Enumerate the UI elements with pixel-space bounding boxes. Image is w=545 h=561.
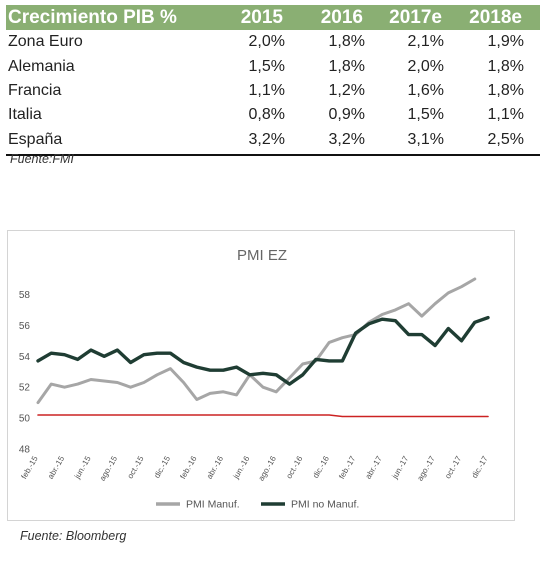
x-tick-label: abr.-15: [46, 454, 67, 481]
gdp-growth-table: Crecimiento PIB % 2015 2016 2017e 2018e …: [6, 5, 540, 156]
value-cell: 1,8%: [328, 33, 365, 51]
header-cell-title: Crecimiento PIB %: [8, 6, 177, 28]
series-lines: [36, 277, 490, 418]
value-cell: 0,8%: [248, 106, 285, 124]
x-tick-label: ago.-17: [415, 454, 437, 482]
x-tick-label: ago.-16: [257, 454, 279, 482]
table-header-row: Crecimiento PIB % 2015 2016 2017e 2018e: [6, 5, 540, 30]
legend-label: PMI no Manuf.: [291, 499, 359, 511]
x-tick-label: feb.-15: [19, 454, 40, 481]
value-cell: 1,5%: [407, 106, 444, 124]
y-tick-label: 52: [19, 383, 31, 394]
value-cell: 0,9%: [328, 106, 365, 124]
value-cell: 3,2%: [328, 130, 365, 148]
x-tick-label: feb.-17: [337, 454, 358, 481]
x-tick-label: oct.-17: [443, 454, 463, 480]
x-tick-label: oct.-16: [284, 454, 304, 480]
reference-line: [37, 414, 489, 418]
table-row: Alemania 1,5% 1,8% 2,0% 1,8%: [6, 54, 540, 78]
y-tick-label: 54: [19, 352, 31, 363]
table-row: España 3,2% 3,2% 3,1% 2,5%: [6, 128, 540, 152]
header-cell-2018e: 2018e: [469, 6, 522, 28]
x-tick-label: dic.-16: [311, 454, 331, 480]
pmi-chart: PMI EZ 48 50 52 54 56 58 feb.-15 abr.-15 jun.-1…: [7, 230, 515, 521]
country-cell: Zona Euro: [8, 33, 83, 51]
x-tick-label: jun.-17: [390, 454, 411, 481]
x-tick-label: jun.-16: [231, 454, 252, 481]
country-cell: Italia: [8, 106, 42, 124]
value-cell: 1,9%: [487, 33, 524, 51]
series-line-non-manuf: [36, 315, 490, 386]
x-tick-label: feb.-16: [178, 454, 199, 481]
value-cell: 1,2%: [328, 81, 365, 99]
y-tick-label: 56: [19, 321, 31, 332]
chart-legend: PMI Manuf. PMI no Manuf.: [156, 499, 359, 511]
x-tick-label: abr.-16: [205, 454, 226, 481]
value-cell: 2,5%: [487, 130, 524, 148]
x-tick-label: jun.-15: [72, 454, 93, 481]
y-axis: 48 50 52 54 56 58: [19, 290, 31, 456]
value-cell: 2,0%: [248, 33, 285, 51]
value-cell: 1,8%: [487, 81, 524, 99]
x-tick-label: abr.-17: [364, 454, 385, 481]
value-cell: 3,2%: [248, 130, 285, 148]
country-cell: España: [8, 130, 63, 148]
value-cell: 1,8%: [328, 57, 365, 75]
table-row: Francia 1,1% 1,2% 1,6% 1,8%: [6, 79, 540, 103]
x-axis: feb.-15 abr.-15 jun.-15 ago.-15 oct.-15 dic.-…: [19, 454, 490, 482]
table-source-note: Fuente:FMI: [10, 152, 74, 166]
y-tick-label: 58: [19, 290, 31, 301]
value-cell: 2,1%: [407, 33, 444, 51]
header-cell-2016: 2016: [320, 6, 363, 28]
chart-source-note: Fuente: Bloomberg: [20, 529, 127, 543]
country-cell: Francia: [8, 81, 62, 99]
table-row: Zona Euro 2,0% 1,8% 2,1% 1,9%: [6, 30, 540, 54]
legend-label: PMI Manuf.: [186, 499, 240, 511]
value-cell: 3,1%: [407, 130, 444, 148]
value-cell: 1,5%: [248, 57, 285, 75]
value-cell: 2,0%: [407, 57, 444, 75]
table-row: Italia 0,8% 0,9% 1,5% 1,1%: [6, 103, 540, 127]
value-cell: 1,1%: [248, 81, 285, 99]
y-tick-label: 50: [19, 414, 31, 425]
value-cell: 1,1%: [487, 106, 524, 124]
table-bottom-rule: [6, 153, 540, 156]
x-tick-label: dic.-15: [152, 454, 172, 480]
x-tick-label: oct.-15: [126, 454, 146, 480]
value-cell: 1,8%: [487, 57, 524, 75]
header-cell-2017e: 2017e: [389, 6, 442, 28]
x-tick-label: dic.-17: [470, 454, 490, 480]
x-tick-label: ago.-15: [98, 454, 120, 482]
chart-title: PMI EZ: [237, 247, 287, 264]
value-cell: 1,6%: [407, 81, 444, 99]
series-line-manuf: [36, 277, 477, 405]
y-tick-label: 48: [19, 445, 31, 456]
table-body: Zona Euro 2,0% 1,8% 2,1% 1,9% Alemania 1…: [6, 30, 540, 152]
header-cell-2015: 2015: [240, 6, 283, 28]
country-cell: Alemania: [8, 57, 75, 75]
